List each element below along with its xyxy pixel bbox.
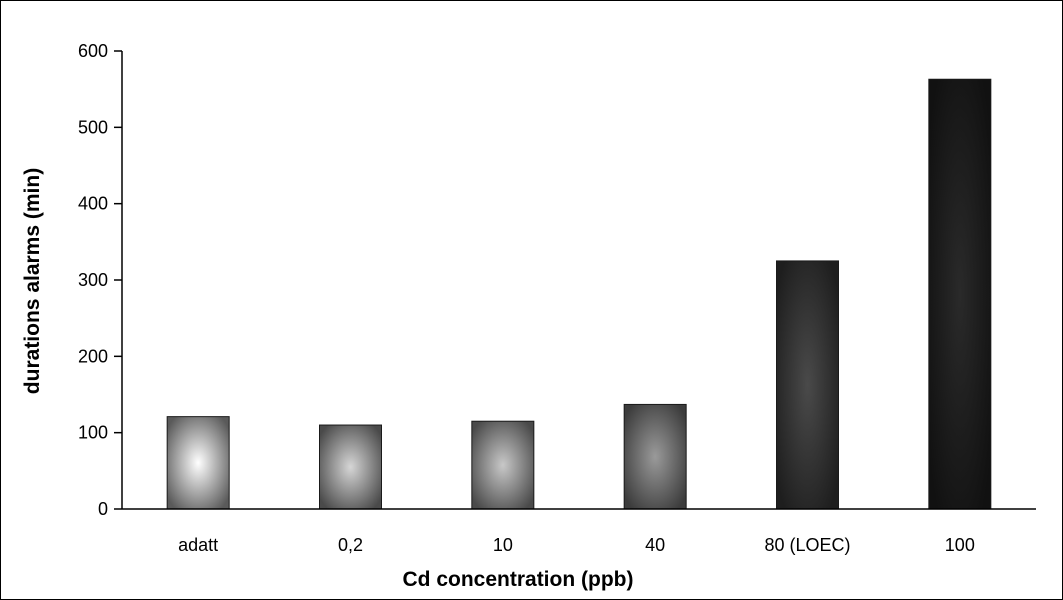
bar-3 [471,420,535,510]
bar-5 [776,260,839,510]
bar-1 [166,416,230,510]
y-tick-label: 100 [78,423,108,443]
axes [121,51,1036,510]
y-axis-ticks: 0 100 200 300 400 500 600 [78,41,122,519]
bar-2 [319,424,382,510]
x-axis-title: Cd concentration (ppb) [403,568,634,591]
x-tick-label: 0,2 [338,535,363,555]
bar-series [166,78,992,510]
x-axis-tick-labels: adatt 0,2 10 40 80 (LOEC) 100 [178,535,975,555]
bar-6 [928,78,992,510]
x-tick-label: 10 [493,535,513,555]
x-tick-label: 100 [945,535,975,555]
bar-4 [623,403,687,510]
y-tick-label: 200 [78,346,108,366]
y-tick-label: 500 [78,117,108,137]
y-tick-label: 0 [98,499,108,519]
x-tick-label: 40 [645,535,665,555]
x-tick-label: 80 (LOEC) [764,535,850,555]
y-tick-label: 600 [78,41,108,61]
x-tick-label: adatt [178,535,218,555]
y-tick-label: 300 [78,270,108,290]
y-tick-label: 400 [78,194,108,214]
y-axis-title: durations alarms (min) [21,168,44,394]
